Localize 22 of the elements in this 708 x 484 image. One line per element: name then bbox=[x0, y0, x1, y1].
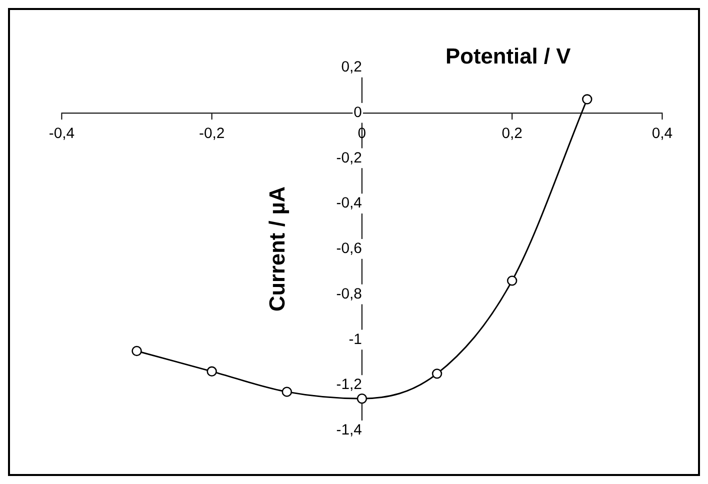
y-tick-label: -0,4 bbox=[336, 196, 362, 212]
point bbox=[506, 276, 518, 286]
y-tick-label: -1 bbox=[348, 332, 362, 348]
y-tick-label: -0,2 bbox=[336, 150, 362, 166]
point bbox=[132, 346, 142, 356]
y-axis-title: Current / µA bbox=[264, 186, 290, 312]
y-tick-label: -0,8 bbox=[336, 286, 362, 302]
y-tick-label: -0,6 bbox=[336, 241, 362, 258]
x-tick-label: 0,4 bbox=[652, 126, 673, 142]
point bbox=[282, 386, 292, 397]
x-tick-label: 0,2 bbox=[502, 126, 522, 142]
point bbox=[582, 94, 592, 104]
y-tick-label: -1,2 bbox=[336, 377, 362, 394]
x-tick-label: -0,2 bbox=[198, 126, 225, 142]
y-tick-label: -1,4 bbox=[336, 422, 362, 438]
point bbox=[206, 366, 217, 377]
x-axis-title: Potential / V bbox=[446, 44, 572, 69]
y-tick-label: 0,2 bbox=[341, 60, 362, 76]
point bbox=[356, 394, 368, 404]
point bbox=[432, 368, 442, 379]
y-tick-label: 0 bbox=[354, 104, 362, 121]
x-tick-label: -0,4 bbox=[48, 126, 75, 142]
